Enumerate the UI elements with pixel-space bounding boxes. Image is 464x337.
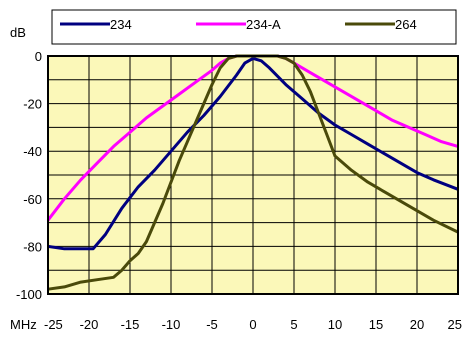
x-tick-label: 15 <box>369 317 383 332</box>
x-tick-label: 10 <box>328 317 342 332</box>
plot-frame <box>47 55 459 295</box>
legend: 234 234-A 264 <box>51 9 457 45</box>
x-axis-unit: MHz <box>10 317 37 332</box>
y-axis-unit: dB <box>10 25 26 40</box>
y-tick-label: 0 <box>35 49 42 64</box>
legend-label-234: 234 <box>110 17 132 32</box>
legend-label-264: 264 <box>395 17 417 32</box>
x-tick-label: 20 <box>410 317 424 332</box>
y-tick-label: -60 <box>23 192 42 207</box>
x-tick-label: -5 <box>206 317 218 332</box>
legend-label-234-A: 234-A <box>246 17 281 32</box>
y-tick-labels: 0 -20 -40 -60 -80 -100 <box>16 49 42 302</box>
x-tick-label: -10 <box>162 317 181 332</box>
y-tick-label: -100 <box>16 287 42 302</box>
x-tick-label: 0 <box>249 317 256 332</box>
x-tick-label: 5 <box>290 317 297 332</box>
y-tick-label: -80 <box>23 239 42 254</box>
legend-items: 234 234-A 264 <box>60 17 417 32</box>
series-line-234 <box>47 56 459 251</box>
x-tick-label: -25 <box>44 317 63 332</box>
x-tick-label: 25 <box>448 317 462 332</box>
x-tick-label: -15 <box>121 317 140 332</box>
y-tick-label: -20 <box>23 97 42 112</box>
y-tick-label: -40 <box>23 144 42 159</box>
legend-box <box>51 9 457 45</box>
x-tick-label: -20 <box>80 317 99 332</box>
x-tick-labels: -25 -20 -15 -10 -5 0 5 10 15 20 25 <box>44 317 462 332</box>
